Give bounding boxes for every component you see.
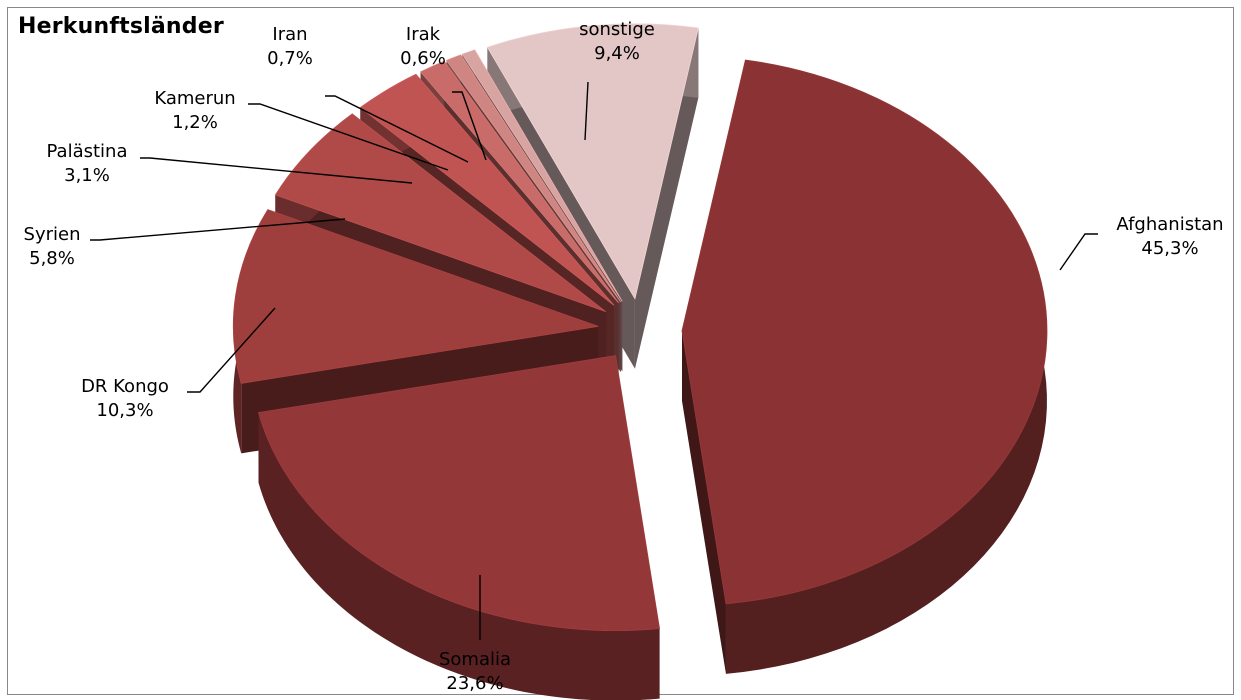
value-label-afghanistan: 45,3% xyxy=(1141,238,1198,259)
chart-title: Herkunftsländer xyxy=(18,14,224,39)
value-label-irak: 0,6% xyxy=(400,48,446,69)
label-afghanistan: Afghanistan xyxy=(1116,214,1223,235)
value-label-somalia: 23,6% xyxy=(446,673,503,694)
slice-syrien xyxy=(274,113,607,313)
slice-palaestina xyxy=(359,73,615,306)
label-syrien: Syrien xyxy=(24,224,81,245)
slice-somalia xyxy=(257,355,661,632)
label-kamerun: Kamerun xyxy=(154,88,235,109)
leader-line-dr-kongo xyxy=(187,307,276,393)
leader-line-palaestina xyxy=(140,157,413,184)
value-label-kamerun: 1,2% xyxy=(172,112,218,133)
label-irak: Irak xyxy=(406,24,441,45)
slice-sonstige xyxy=(486,23,699,300)
slice-dr-kongo xyxy=(232,209,599,384)
leader-line-iran xyxy=(325,95,469,163)
slice-afghanistan xyxy=(681,59,1048,605)
leader-line-kamerun xyxy=(248,103,449,171)
slice-labels: Afghanistan 45,3% Somalia 23,6% DR Kongo 10,3… xyxy=(24,19,1224,694)
leader-line-irak xyxy=(452,91,487,161)
leader-line-afghanistan xyxy=(1059,233,1098,271)
slice-kamerun xyxy=(419,60,619,304)
slice-irak xyxy=(461,49,623,302)
slice-iran xyxy=(445,54,622,303)
slice-tops xyxy=(232,23,1048,632)
label-iran: Iran xyxy=(272,24,307,45)
label-sonstige: sonstige xyxy=(579,19,655,40)
leader-line-sonstige xyxy=(584,81,589,141)
leader-line-syrien xyxy=(90,218,346,241)
label-somalia: Somalia xyxy=(439,649,511,670)
label-dr-kongo: DR Kongo xyxy=(81,376,169,397)
value-label-dr-kongo: 10,3% xyxy=(96,400,153,421)
value-label-sonstige: 9,4% xyxy=(594,43,640,64)
value-label-syrien: 5,8% xyxy=(29,248,75,269)
label-palaestina: Palästina xyxy=(47,141,128,162)
value-label-palaestina: 3,1% xyxy=(64,165,110,186)
value-label-iran: 0,7% xyxy=(267,48,313,69)
